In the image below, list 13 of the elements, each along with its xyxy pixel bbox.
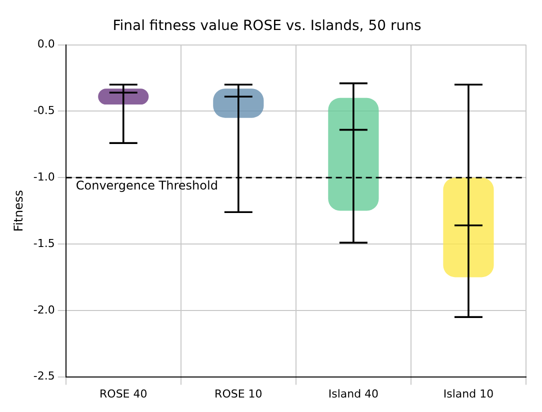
ref-line-label: Convergence Threshold [76,178,218,193]
y-tick-label: -1.0 [33,170,55,184]
y-tick-label: -2.0 [33,303,55,316]
x-tick-label: ROSE 10 [214,387,262,400]
y-tick-label: -1.5 [33,236,55,250]
x-tick-label: Island 10 [443,387,494,400]
y-tick-label: -0.5 [33,104,55,118]
y-tick-label: -2.5 [33,370,55,383]
x-tick-label: ROSE 40 [100,387,148,400]
y-axis-title: Fitness [11,190,26,232]
x-tick-label: Island 40 [328,387,379,400]
y-tick-label: 0.0 [37,38,55,51]
chart-title: Final fitness value ROSE vs. Islands, 50 runs [112,18,422,34]
